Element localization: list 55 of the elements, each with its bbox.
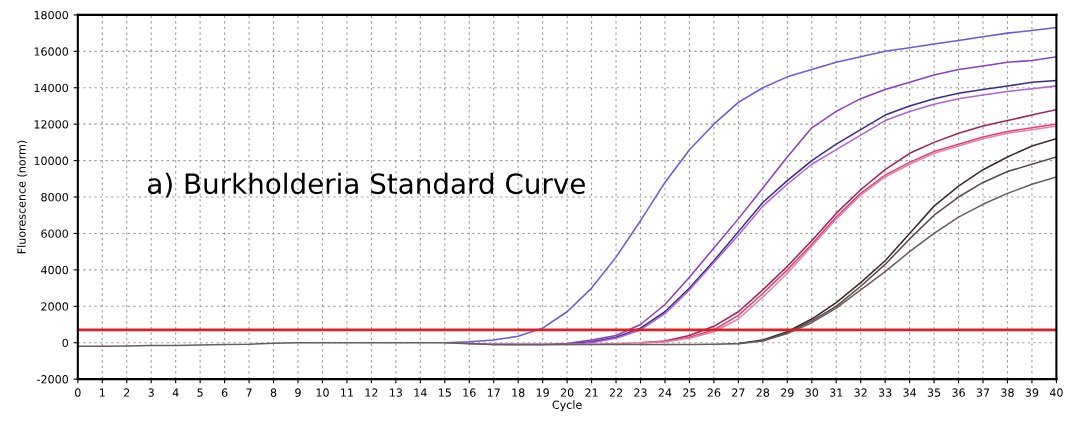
- x-tick-label: 11: [341, 388, 353, 397]
- x-tick-label: 26: [707, 388, 721, 397]
- x-tick-label: 0: [75, 388, 81, 397]
- x-tick-label: 3: [148, 388, 154, 397]
- annotation: a) Burkholderia Standard Curve: [147, 172, 585, 198]
- x-tick-label: 38: [1001, 388, 1014, 397]
- x-tick-label: 14: [414, 388, 427, 397]
- x-tick-label: 1: [99, 388, 105, 397]
- y-tick-label: 4000: [41, 265, 69, 275]
- x-tick-label: 35: [927, 388, 941, 397]
- x-tick-label: 33: [878, 388, 892, 397]
- x-tick-label: 21: [585, 388, 598, 397]
- y-tick-label: 18000: [34, 10, 69, 20]
- x-axis-title: Cycle: [552, 400, 582, 412]
- x-tick-label: 20: [560, 388, 574, 397]
- x-tick-label: 2: [124, 388, 130, 397]
- y-tick-label: 2000: [41, 302, 69, 311]
- x-tick-label: 24: [658, 388, 672, 397]
- x-tick-label: 25: [683, 388, 696, 397]
- x-tick-label: 9: [295, 388, 301, 397]
- x-tick-label: 8: [270, 388, 277, 397]
- x-tick-label: 16: [463, 388, 476, 397]
- x-tick-label: 23: [634, 388, 647, 397]
- x-tick-label: 39: [1025, 388, 1039, 397]
- y-tick-label: 0: [62, 338, 69, 348]
- x-tick-label: 31: [830, 388, 843, 397]
- x-tick-label: 4: [172, 388, 179, 397]
- x-tick-label: 36: [952, 388, 965, 397]
- x-tick-label: 19: [536, 388, 549, 397]
- x-tick-label: 30: [805, 388, 819, 397]
- x-tick-label: 7: [246, 388, 252, 397]
- x-tick-label: 29: [781, 388, 794, 397]
- y-tick-label: 6000: [41, 229, 69, 238]
- x-tick-label: 12: [365, 388, 378, 397]
- y-tick-label: 8000: [41, 193, 69, 202]
- x-tick-label: 18: [512, 388, 525, 397]
- y-tick-label: 14000: [34, 83, 69, 93]
- x-tick-label: 22: [609, 388, 622, 397]
- x-tick-label: 10: [316, 388, 329, 397]
- x-tick-label: 17: [487, 388, 500, 397]
- x-tick-label: 32: [854, 388, 867, 397]
- y-tick-label: 12000: [34, 120, 69, 129]
- x-tick-label: 6: [221, 388, 228, 397]
- x-tick-label: 40: [1049, 388, 1063, 397]
- y-tick-label: -2000: [37, 375, 69, 384]
- x-tick-label: 27: [732, 388, 745, 397]
- y-tick-label: 10000: [34, 156, 69, 165]
- x-tick-label: 15: [438, 388, 451, 397]
- y-tick-label: 16000: [34, 47, 69, 56]
- x-tick-label: 13: [390, 388, 403, 397]
- x-tick-label: 28: [756, 388, 770, 397]
- x-tick-label: 37: [976, 388, 990, 397]
- x-tick-label: 34: [903, 388, 917, 397]
- y-axis-title: Fluorescence (norm): [17, 140, 28, 254]
- x-tick-label: 5: [197, 388, 203, 397]
